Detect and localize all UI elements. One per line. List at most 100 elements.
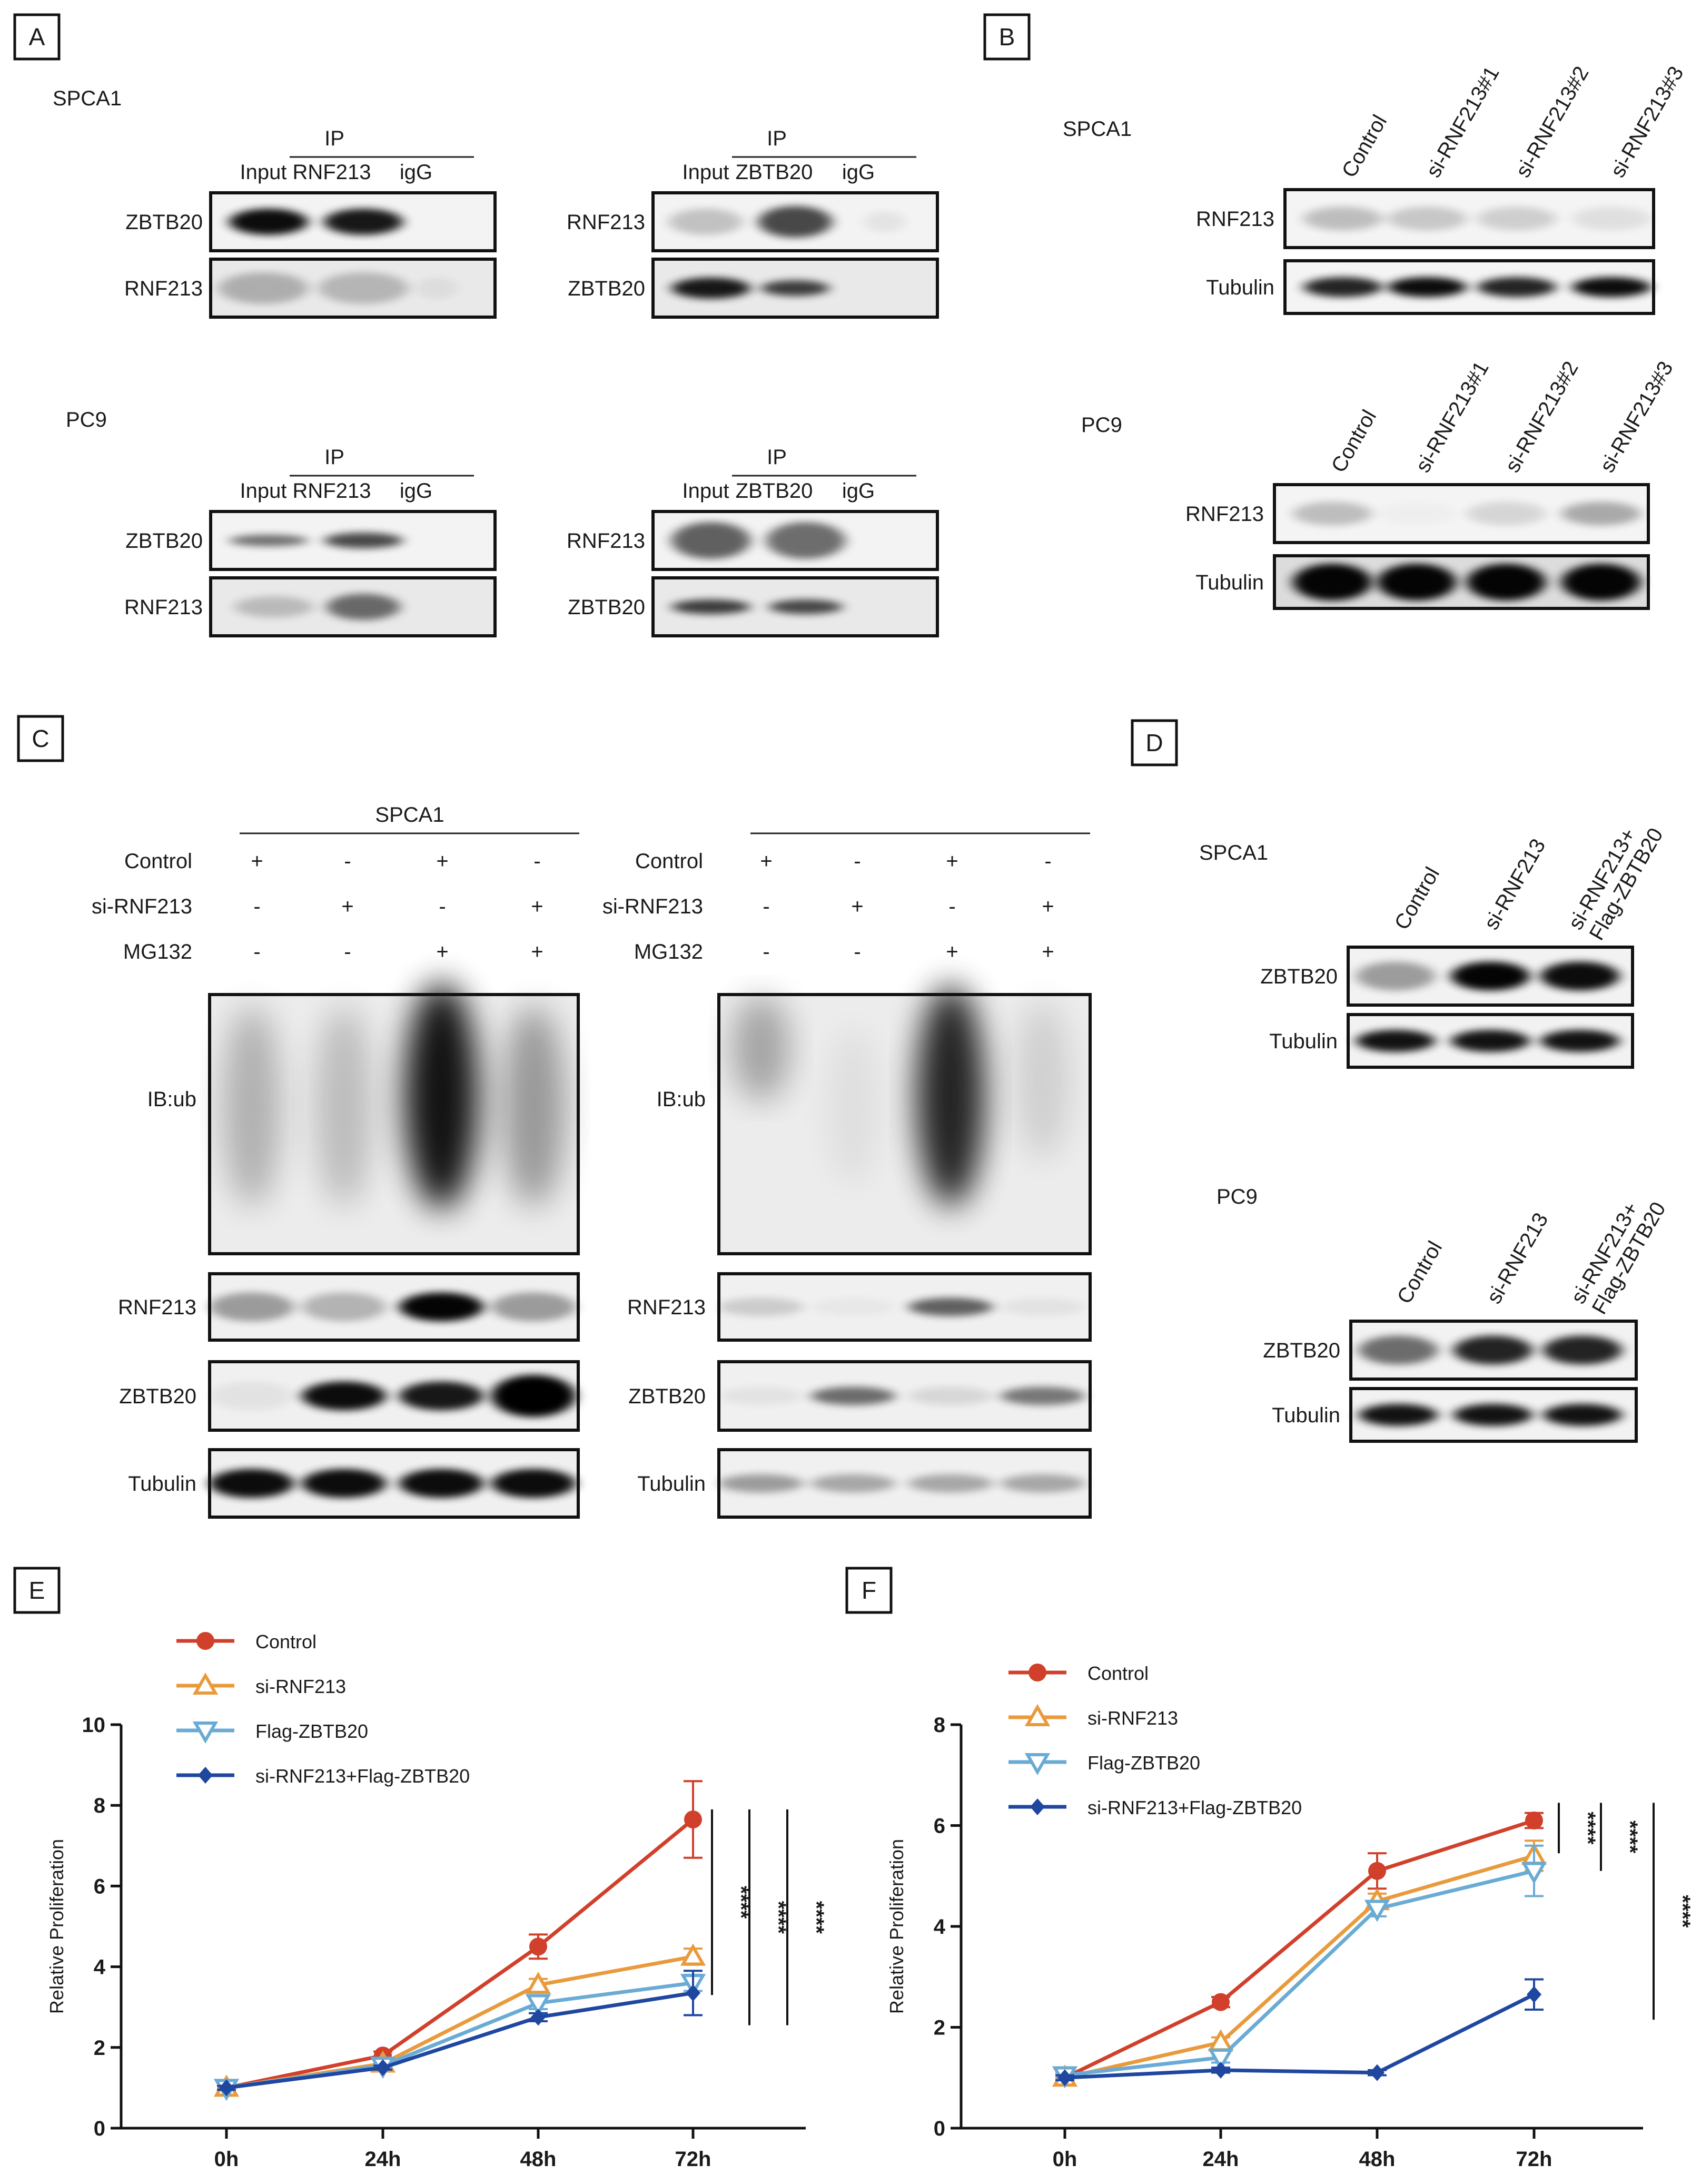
blot-band: [219, 272, 308, 304]
blot-band: [758, 206, 832, 238]
x-tick-label: 24h: [1203, 2148, 1239, 2171]
treatment-sign: -: [253, 940, 260, 963]
blot-frame: [208, 993, 580, 1255]
series-line: [226, 1955, 694, 2090]
blot-band: [671, 599, 750, 614]
panel-letter: B: [999, 23, 1015, 51]
cell-line-label: PC9: [1081, 414, 1122, 437]
blot-frame: [1283, 259, 1655, 315]
blot-band: [766, 522, 845, 559]
blot-band: [864, 211, 906, 232]
blot-frame: [1349, 1320, 1638, 1381]
blot-band: [210, 1381, 294, 1411]
blot-band: [1359, 1404, 1438, 1426]
row-label: IB:ub: [147, 1088, 196, 1111]
cell-line-label: PC9: [1217, 1185, 1258, 1208]
blot-band: [1540, 961, 1619, 991]
data-point-triangle-up: [1024, 1704, 1051, 1726]
ip-label: IP: [324, 127, 344, 150]
blot-frame: [717, 1448, 1092, 1519]
treatment-sign: -: [344, 940, 351, 963]
treatment-label: MG132: [123, 940, 192, 963]
x-tick-label: 48h: [1359, 2148, 1396, 2171]
panel-letter: A: [29, 23, 45, 51]
row-label: ZBTB20: [568, 596, 645, 619]
blot-band: [1377, 502, 1456, 526]
treatment-sign: -: [533, 850, 540, 873]
blot-band: [1572, 277, 1651, 297]
chart-F: 0 2 4 6 8 0h 24h 48h 72h Relative Proliferation Co…: [886, 1662, 1694, 2171]
row-label: Tubulin: [1206, 276, 1274, 299]
data-point-diamond: [686, 1984, 700, 2002]
row-label: RNF213: [124, 596, 203, 619]
blot-band: [1561, 564, 1640, 601]
blot-band: [1293, 564, 1372, 601]
y-axis-label: Relative Proliferation: [886, 1839, 907, 2014]
data-point-triangle-down: [1024, 1753, 1051, 1776]
lane-label: si-RNF213#2: [1501, 357, 1583, 476]
blot-band: [1356, 1030, 1435, 1052]
blot-band: [1572, 206, 1651, 231]
y-tick-label: 2: [94, 2037, 105, 2060]
data-point-triangle-up: [680, 1943, 706, 1966]
significance-stars: ****: [805, 1901, 828, 1934]
legend-label: Control: [1087, 1662, 1149, 1684]
blot-band: [1467, 501, 1546, 526]
blot-frame: [1273, 483, 1650, 544]
panel-letter: D: [1145, 729, 1163, 756]
lane-label: Input: [240, 479, 287, 503]
blot-band: [1001, 1386, 1085, 1405]
smear: [502, 1006, 565, 1206]
row-label: ZBTB20: [568, 277, 645, 300]
series-line: [226, 1818, 695, 2090]
blot-band: [1001, 1474, 1085, 1493]
blot-frame: [1283, 188, 1655, 249]
lane-label: igG: [842, 479, 875, 503]
blot-band: [491, 1292, 576, 1322]
smear: [223, 1006, 281, 1206]
row-label: RNF213: [567, 529, 645, 553]
treatment-sign: +: [531, 940, 543, 963]
x-tick-label: 72h: [1516, 2148, 1552, 2171]
panel-letter-box: [845, 1567, 893, 1614]
blot-band: [908, 1386, 993, 1405]
blot-band: [908, 1474, 993, 1493]
row-label: Tubulin: [1272, 1404, 1340, 1427]
blot-band: [210, 1469, 294, 1498]
blot-band: [1451, 1030, 1530, 1052]
lane-label: Control: [1390, 863, 1445, 934]
blot-band: [1303, 206, 1382, 231]
blot-band: [769, 599, 843, 614]
lane-label: igG: [842, 161, 875, 184]
data-point-diamond: [375, 2059, 390, 2077]
cell-line-label: SPCA1: [1199, 841, 1268, 864]
blot-band: [1453, 1335, 1532, 1365]
legend-label: si-RNF213: [1087, 1707, 1178, 1729]
panel-letter-box: [983, 13, 1031, 61]
blot-band: [1359, 1335, 1438, 1365]
blot-band: [234, 596, 313, 617]
lane-label: ZBTB20: [736, 161, 813, 184]
lane-label: si-RNF213#3: [1606, 62, 1688, 181]
significance-stars: ****: [1671, 1895, 1694, 1928]
panel-letter: E: [29, 1577, 45, 1604]
legend-label: si-RNF213+Flag-ZBTB20: [1087, 1797, 1302, 1818]
cell-line-label: PC9: [66, 408, 107, 431]
blot-frame: [208, 1360, 580, 1432]
row-label: ZBTB20: [119, 1385, 196, 1408]
treatment-sign: -: [253, 895, 260, 918]
blot-band: [669, 209, 743, 235]
row-label: RNF213: [118, 1296, 196, 1319]
data-point-triangle-down: [1208, 2048, 1234, 2071]
blot-band: [1467, 564, 1546, 601]
legend-label: Flag-ZBTB20: [1087, 1752, 1200, 1774]
data-point-circle: [196, 1632, 214, 1650]
treatment-sign: -: [344, 850, 351, 873]
row-label: Tubulin: [1195, 571, 1264, 594]
cell-line-label: SPCA1: [375, 803, 444, 827]
lane-label: si-RNF213#1: [1422, 62, 1504, 181]
data-point-triangle-up: [525, 1972, 551, 1994]
data-point-diamond: [1370, 2064, 1384, 2081]
blot-band: [671, 522, 750, 559]
